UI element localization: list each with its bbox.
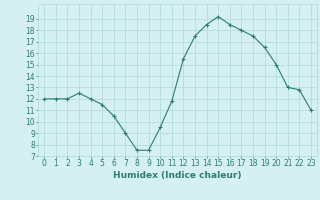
X-axis label: Humidex (Indice chaleur): Humidex (Indice chaleur) <box>113 171 242 180</box>
